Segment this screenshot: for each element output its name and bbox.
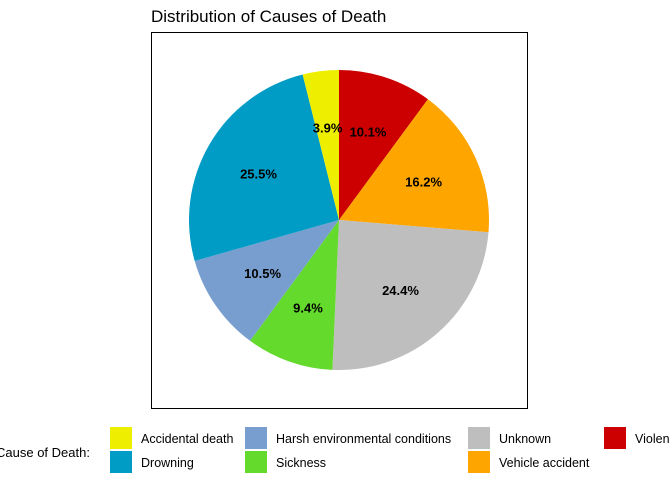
legend-swatch: [245, 451, 267, 473]
pie-slice-unknown: [332, 220, 489, 370]
legend-swatch: [604, 427, 626, 449]
pie-slice-vehicle-accident: [339, 99, 490, 233]
pie-slice-violent: [339, 70, 428, 220]
slice-label: 16.2%: [405, 175, 442, 190]
chart-title: Distribution of Causes of Death: [151, 7, 386, 26]
legend-label: Unknown: [499, 432, 551, 446]
slice-label: 24.4%: [382, 283, 419, 298]
legend-swatch: [110, 427, 132, 449]
legend-label: Drowning: [141, 456, 194, 470]
slice-labels: 10.1% 16.2% 24.4% 9.4% 10.5% 25.5% 3.9%: [240, 121, 442, 316]
legend-label: Harsh environmental conditions: [276, 432, 451, 446]
legend-swatch: [110, 451, 132, 473]
slice-label: 25.5%: [240, 166, 277, 181]
pie-slice-harsh-environmental-conditions: [194, 220, 339, 341]
slice-label: 3.9%: [313, 121, 343, 136]
legend-swatch: [468, 427, 490, 449]
pie-slice-drowning: [189, 74, 339, 261]
pie-slices: [189, 70, 490, 370]
legend-swatch: [468, 451, 490, 473]
legend-label: Vehicle accident: [499, 456, 590, 470]
legend-label: Sickness: [276, 456, 326, 470]
slice-label: 10.5%: [244, 266, 281, 281]
slice-label: 10.1%: [350, 125, 387, 140]
slice-label: 9.4%: [293, 301, 323, 316]
legend-swatch: [245, 427, 267, 449]
plot-panel-border: [151, 32, 528, 409]
pie-slice-accidental-death: [302, 70, 339, 220]
legend-label: Accidental death: [141, 432, 233, 446]
legend-label: Violen: [635, 432, 670, 446]
legend: Accidental death Drowning Harsh environmen…: [110, 427, 670, 473]
pie-slice-sickness: [250, 220, 339, 370]
legend-title: Cause of Death:: [0, 445, 90, 460]
